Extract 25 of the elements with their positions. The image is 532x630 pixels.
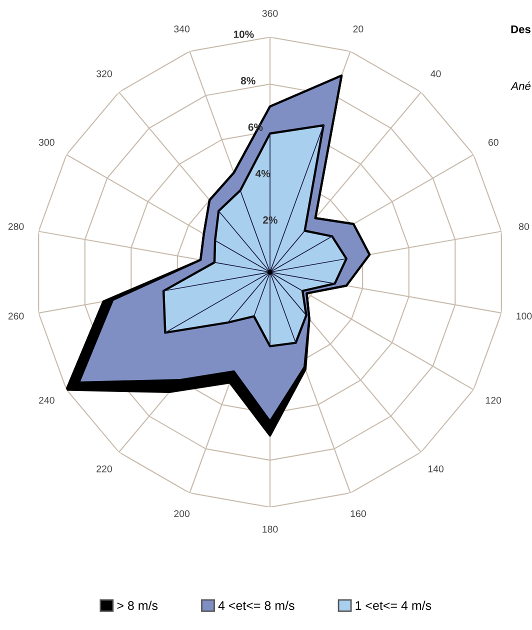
spoke-label: 60: [488, 138, 498, 146]
spoke-label: 220: [96, 465, 112, 472]
spoke-label: 120: [486, 396, 502, 404]
legend-label: 4 <et<= 8 m/s: [218, 600, 294, 610]
spoke-label: 100: [516, 312, 532, 320]
text: Ané: [510, 82, 531, 90]
spoke-label: 320: [96, 70, 112, 78]
spoke-label: 340: [174, 26, 190, 32]
spoke-label: 280: [8, 223, 24, 230]
legend-label: 1 <et<= 4 m/s: [356, 600, 432, 610]
spoke-label: 160: [350, 510, 366, 518]
spoke-label: 40: [430, 70, 441, 78]
spoke-label: 140: [428, 465, 444, 472]
spoke-label: 360: [262, 10, 278, 17]
spoke-label: 80: [519, 223, 530, 230]
legend-label: > 8 m/s: [117, 600, 158, 610]
spoke-label: 20: [353, 26, 364, 32]
spoke-label: 180: [262, 526, 278, 533]
spoke-label: 260: [8, 312, 24, 320]
spoke-label: 300: [38, 138, 54, 146]
spoke-label: 200: [174, 510, 190, 518]
y-tick-label: 8%: [240, 77, 256, 84]
y-tick-label: 10%: [234, 30, 254, 38]
text: Des: [511, 25, 530, 34]
spoke-label: 240: [39, 396, 54, 404]
